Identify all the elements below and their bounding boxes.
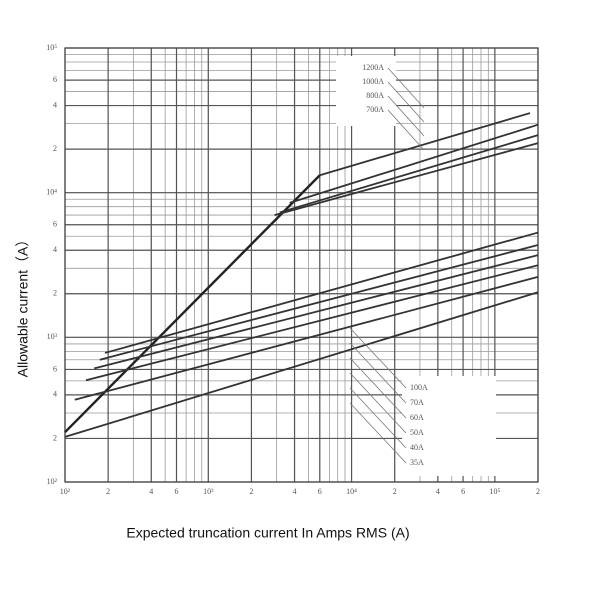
y-tick-label: 10² [47, 477, 58, 486]
leader-line [349, 327, 407, 389]
y-tick-label: 6 [53, 364, 57, 373]
x-tick-label: 6 [175, 487, 179, 496]
y-tick-label: 4 [53, 390, 57, 399]
y-tick-label: 6 [53, 220, 57, 229]
x-tick-label: 6 [318, 487, 322, 496]
x-tick-label: 2 [106, 487, 110, 496]
x-tick-label: 2 [536, 487, 540, 496]
x-tick-label: 10³ [203, 487, 214, 496]
series-line [289, 123, 539, 204]
x-tick-label: 2 [393, 487, 397, 496]
x-tick-label: 10⁵ [489, 487, 500, 496]
legend-label: 800A [366, 91, 384, 100]
x-tick-label: 10² [60, 487, 71, 496]
x-tick-label: 10⁴ [346, 487, 357, 496]
legend-label: 1000A [362, 77, 384, 86]
x-tick-label: 6 [461, 487, 465, 496]
leader-line [349, 342, 407, 404]
series-line [74, 275, 539, 401]
y-tick-label: 2 [53, 433, 57, 442]
legend-label: 700A [366, 105, 384, 114]
legend: 1200A 1000A 800A 700A 100A 70A 60A 50A 40A 35A [349, 63, 428, 467]
leader-line [387, 67, 425, 109]
series-line [104, 231, 539, 354]
y-tick-label: 4 [53, 245, 57, 254]
series-line [94, 254, 539, 370]
y-tick-label: 10⁵ [46, 43, 57, 52]
legend-box [336, 56, 396, 126]
y-tick-label: 6 [53, 75, 57, 84]
series-line [274, 142, 539, 216]
series-line [279, 134, 539, 214]
x-tick-label: 4 [436, 487, 440, 496]
lines [64, 112, 539, 438]
labels: 10² 2 4 6 10³ 2 4 6 10⁴ 2 4 6 10⁵ 2 10² 2 4 6 10³ 2 4 6 10⁴ 2 4 6… [46, 43, 540, 496]
legend-label: 50A [410, 428, 424, 437]
leader-line [349, 357, 407, 419]
legend-label: 1200A [362, 63, 384, 72]
leader-line [349, 387, 407, 449]
legend-label: 35A [410, 458, 424, 467]
series-line [85, 264, 539, 382]
x-tick-label: 4 [293, 487, 297, 496]
x-axis-label: Expected truncation current In Amps RMS … [126, 525, 409, 541]
legend-box [402, 376, 496, 476]
series-line [64, 291, 539, 438]
y-axis-label: Allowable current（A） [15, 233, 31, 378]
x-tick-label: 4 [149, 487, 153, 496]
grid [64, 47, 539, 483]
y-tick-label: 4 [53, 100, 57, 109]
legend-label: 40A [410, 443, 424, 452]
leader-line [387, 81, 425, 123]
leader-line [349, 402, 407, 464]
series-line [99, 244, 539, 361]
legend-label: 70A [410, 398, 424, 407]
leader-line [387, 109, 425, 151]
legend-label: 100A [410, 383, 428, 392]
leader-line [387, 95, 425, 137]
leader-line [349, 372, 407, 434]
y-tick-label: 10³ [47, 332, 58, 341]
y-tick-label: 10⁴ [46, 187, 57, 196]
y-tick-label: 2 [53, 289, 57, 298]
y-tick-label: 2 [53, 144, 57, 153]
series-line [319, 112, 531, 177]
series-line [64, 174, 321, 434]
plot-frame [64, 47, 539, 483]
x-tick-label: 2 [249, 487, 253, 496]
legend-label: 60A [410, 413, 424, 422]
